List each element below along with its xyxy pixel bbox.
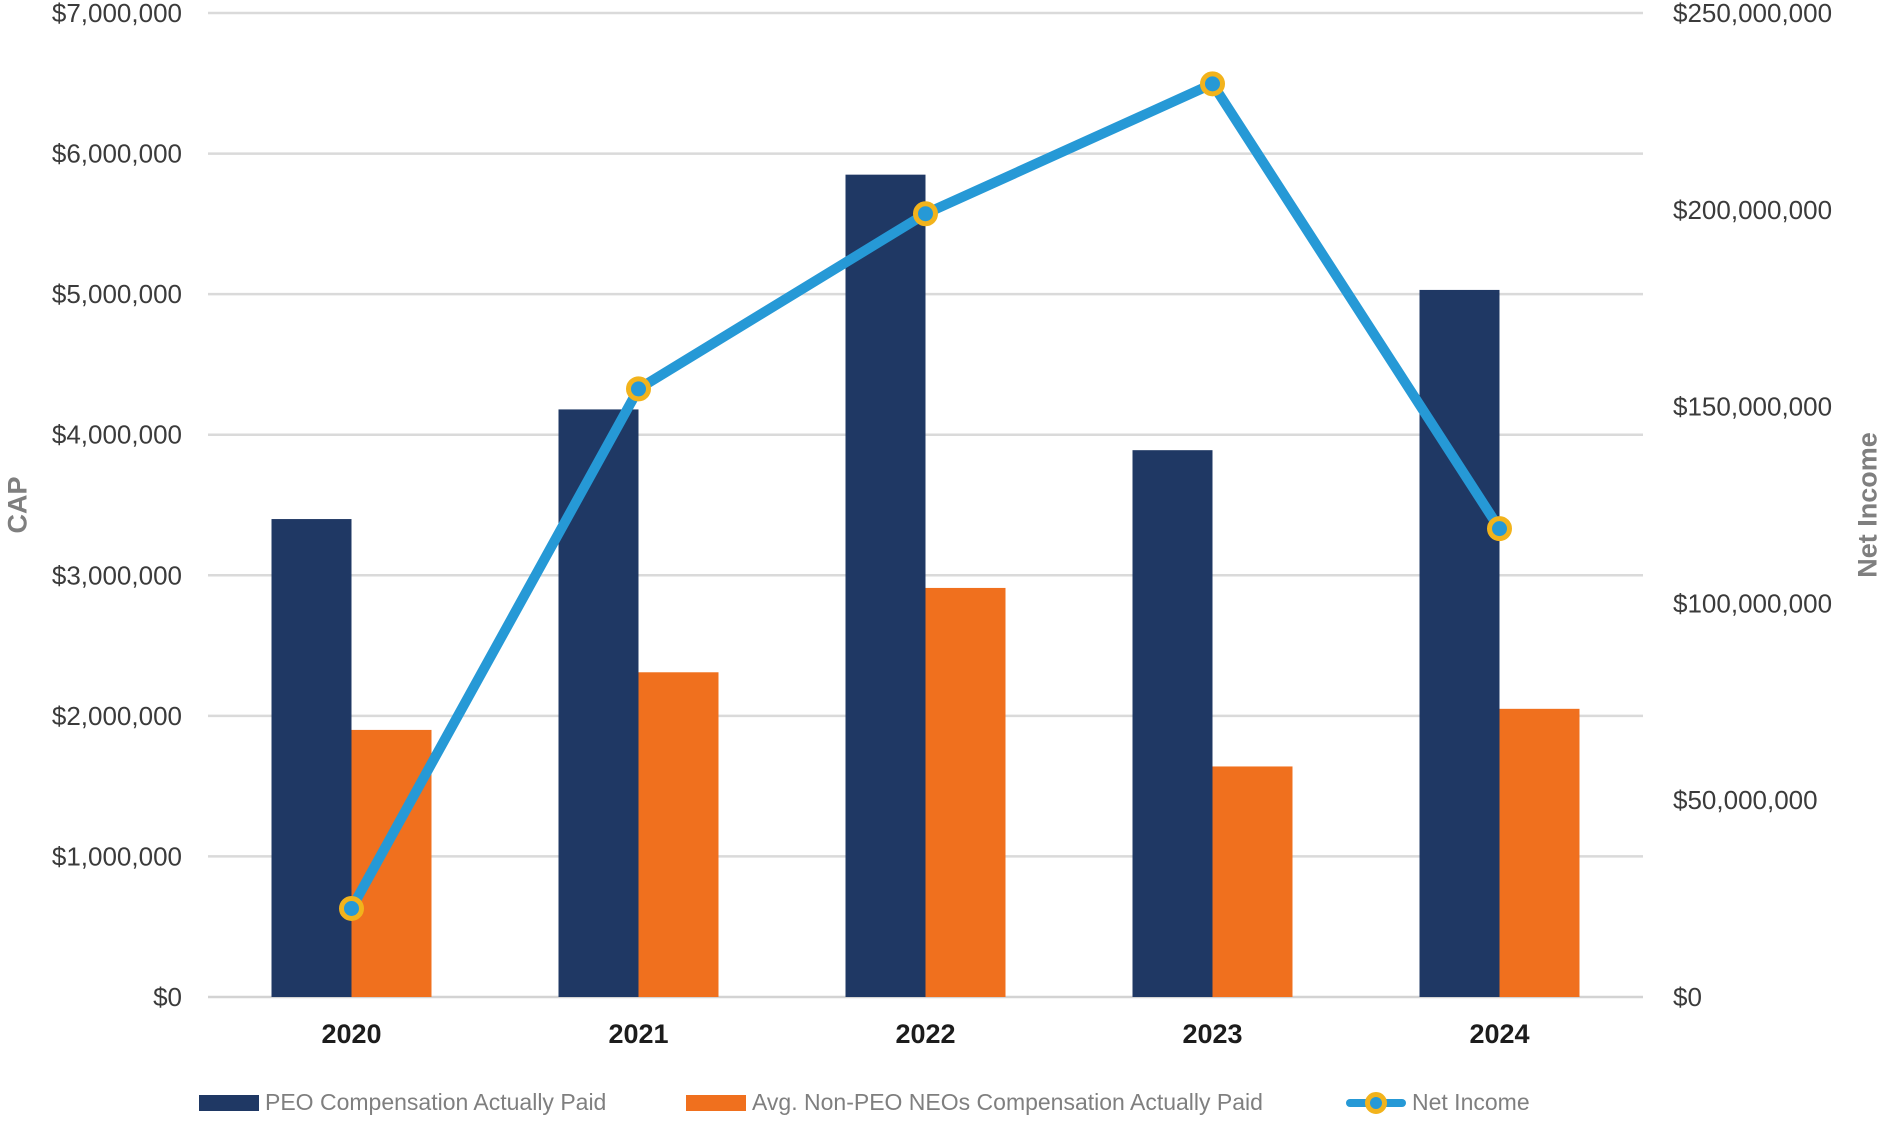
legend-label-net-income: Net Income (1412, 1089, 1530, 1115)
right-axis-tick-150000000: $150,000,000 (1673, 392, 1832, 422)
x-tick-2024: 2024 (1469, 1019, 1529, 1049)
legend-label-peo-cap: PEO Compensation Actually Paid (265, 1089, 607, 1115)
legend-line-marker-icon (1365, 1091, 1387, 1114)
left-axis-tick-4000000: $4,000,000 (52, 420, 182, 450)
x-tick-2023: 2023 (1182, 1019, 1242, 1049)
bar-nonpeo-2022 (925, 587, 1006, 997)
bar-peo-2021 (558, 409, 639, 997)
legend-label-nonpeo-cap: Avg. Non-PEO NEOs Compensation Actually … (752, 1089, 1263, 1115)
legend-item-peo-cap: PEO Compensation Actually Paid (199, 1087, 606, 1118)
bar-peo-2023 (1132, 450, 1213, 998)
net-income-marker-2022 (913, 201, 938, 227)
left-axis-title: CAP (2, 476, 33, 534)
x-tick-2021: 2021 (608, 1019, 668, 1049)
left-axis-tick-7000000: $7,000,000 (52, 0, 182, 28)
bar-nonpeo-2024 (1499, 708, 1580, 997)
right-axis-tick-50000000: $50,000,000 (1673, 785, 1818, 815)
net-income-marker-2020 (339, 895, 364, 921)
legend-item-nonpeo-cap: Avg. Non-PEO NEOs Compensation Actually … (686, 1087, 1263, 1118)
right-axis-tick-100000000: $100,000,000 (1673, 588, 1832, 618)
bar-peo-2024 (1419, 289, 1500, 997)
legend-swatch-nonpeo-cap (686, 1094, 746, 1111)
right-axis-tick-250000000: $250,000,000 (1673, 0, 1832, 28)
left-axis-tick-0: $0 (153, 982, 182, 1012)
net-income-marker-2021 (626, 376, 651, 402)
x-tick-2020: 2020 (321, 1019, 381, 1049)
bar-peo-2020 (271, 519, 352, 997)
left-axis-tick-6000000: $6,000,000 (52, 139, 182, 169)
left-axis-tick-5000000: $5,000,000 (52, 279, 182, 309)
legend-swatch-peo-cap (199, 1094, 259, 1111)
right-axis-tick-200000000: $200,000,000 (1673, 195, 1832, 225)
bar-nonpeo-2023 (1212, 766, 1293, 997)
left-axis-tick-1000000: $1,000,000 (52, 841, 182, 871)
net-income-marker-2024 (1487, 516, 1512, 542)
legend-item-net-income: Net Income (1346, 1087, 1530, 1118)
x-tick-2022: 2022 (895, 1019, 955, 1049)
bar-nonpeo-2020 (351, 729, 432, 997)
bar-nonpeo-2021 (638, 672, 719, 997)
net-income-marker-2023 (1200, 71, 1225, 97)
right-axis-tick-0: $0 (1673, 982, 1702, 1012)
left-axis-tick-2000000: $2,000,000 (52, 701, 182, 731)
right-axis-title: Net Income (1852, 432, 1883, 578)
bar-peo-2022 (845, 174, 926, 997)
left-axis-tick-3000000: $3,000,000 (52, 560, 182, 590)
legend-line-swatch-net-income (1346, 1091, 1406, 1114)
